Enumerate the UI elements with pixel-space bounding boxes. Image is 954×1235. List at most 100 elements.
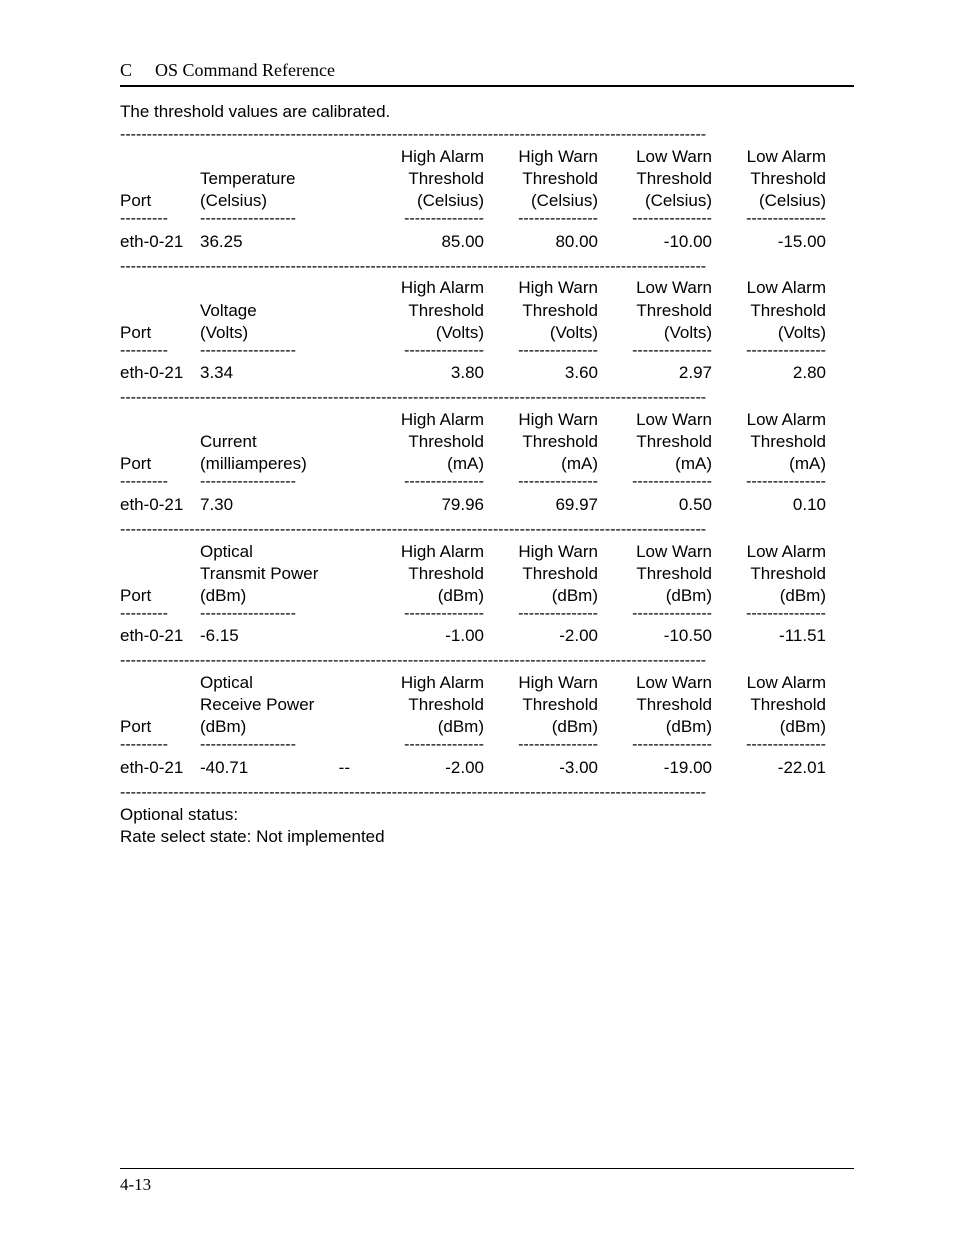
cell-value: -6.15	[200, 626, 239, 645]
dash: ---------	[120, 475, 200, 489]
col-header-low-warn: Low WarnThreshold(mA)	[612, 409, 712, 475]
col-header-measure: Temperature(Celsius)	[200, 168, 370, 212]
dash: ------------------	[200, 212, 370, 226]
col-header-high-warn: High WarnThreshold(Volts)	[498, 277, 598, 343]
cell-high_warn: 80.00	[498, 231, 598, 253]
cell-low_alarm: 2.80	[726, 362, 826, 384]
dash: ---------------	[498, 607, 598, 621]
col-header-low-alarm: Low AlarmThreshold(Volts)	[726, 277, 826, 343]
col-header-low-alarm: Low AlarmThreshold(mA)	[726, 409, 826, 475]
label-port: Port	[120, 323, 151, 342]
cell-value-wrap: -40.71 --	[200, 757, 370, 779]
cell-high_warn: 69.97	[498, 494, 598, 516]
dash: ------------------	[200, 475, 370, 489]
col-header-low-alarm: Low AlarmThreshold(dBm)	[726, 541, 826, 607]
label-port: Port	[120, 191, 151, 210]
footer-line-1: Optional status:	[120, 804, 854, 826]
cell-value: 7.30	[200, 495, 233, 514]
col-header-measure: Voltage(Volts)	[200, 300, 370, 344]
col-header-port: Port	[120, 672, 200, 738]
col-header-high-warn: High WarnThreshold(Celsius)	[498, 146, 598, 212]
col-header-port: Port	[120, 168, 200, 212]
col-header-low-warn: Low WarnThreshold(dBm)	[612, 672, 712, 738]
cell-high_alarm: -1.00	[384, 625, 484, 647]
chapter-title: OS Command Reference	[155, 60, 335, 80]
divider-line: ----------------------------------------…	[120, 125, 854, 146]
col-header-port: Port	[120, 431, 200, 475]
cell-high_warn: -2.00	[498, 625, 598, 647]
dash: ---------------	[498, 475, 598, 489]
cell-low_warn: -19.00	[612, 757, 712, 779]
col-header-high-alarm: High AlarmThreshold(mA)	[384, 409, 484, 475]
cell-value: 3.34	[200, 363, 233, 382]
cell-port: eth-0-21	[120, 231, 200, 253]
cell-value-wrap: 36.25	[200, 231, 370, 253]
footer-line-2: Rate select state: Not implemented	[120, 826, 854, 848]
col-header-high-alarm: High AlarmThreshold(Celsius)	[384, 146, 484, 212]
divider-line: ----------------------------------------…	[120, 651, 854, 672]
col-header-low-warn: Low WarnThreshold(Volts)	[612, 277, 712, 343]
cell-low_warn: 2.97	[612, 362, 712, 384]
dash: ---------------	[612, 738, 712, 752]
table-row: eth-0-217.3079.9669.970.500.10	[120, 490, 854, 520]
dash: ---------------	[612, 212, 712, 226]
dash: ------------------	[200, 738, 370, 752]
cell-low_alarm: -11.51	[726, 625, 826, 647]
col-header-high-warn: High WarnThreshold(dBm)	[498, 672, 598, 738]
cell-low_alarm: 0.10	[726, 494, 826, 516]
cell-high_alarm: 3.80	[384, 362, 484, 384]
dash: ---------	[120, 344, 200, 358]
dash: ---------------	[384, 212, 484, 226]
cell-low_alarm: -22.01	[726, 757, 826, 779]
table-row: eth-0-213.343.803.602.972.80	[120, 358, 854, 388]
cell-value: -40.71	[200, 758, 248, 777]
dash: ---------------	[498, 738, 598, 752]
col-header-high-warn: High WarnThreshold(dBm)	[498, 541, 598, 607]
dash: ---------------	[612, 607, 712, 621]
dash: ---------------	[726, 212, 826, 226]
col-header-high-alarm: High AlarmThreshold(Volts)	[384, 277, 484, 343]
cell-port: eth-0-21	[120, 494, 200, 516]
cell-low_warn: -10.50	[612, 625, 712, 647]
dash: ------------------	[200, 344, 370, 358]
dash: ------------------	[200, 607, 370, 621]
dash: ---------------	[726, 607, 826, 621]
cell-extra: --	[339, 757, 370, 779]
cell-value-wrap: 3.34	[200, 362, 370, 384]
dash: ---------------	[612, 344, 712, 358]
label-port: Port	[120, 454, 151, 473]
col-header-low-alarm: Low AlarmThreshold(Celsius)	[726, 146, 826, 212]
table-row: eth-0-21-6.15-1.00-2.00-10.50-11.51	[120, 621, 854, 651]
dash: ---------------	[726, 344, 826, 358]
dash: ---------------	[612, 475, 712, 489]
cell-value-wrap: -6.15	[200, 625, 370, 647]
dash: ---------	[120, 738, 200, 752]
divider-line: ----------------------------------------…	[120, 388, 854, 409]
dash: ---------------	[726, 475, 826, 489]
cell-low_alarm: -15.00	[726, 231, 826, 253]
cell-value: 36.25	[200, 232, 243, 251]
col-header-high-alarm: High AlarmThreshold(dBm)	[384, 672, 484, 738]
col-header-low-alarm: Low AlarmThreshold(dBm)	[726, 672, 826, 738]
cell-port: eth-0-21	[120, 757, 200, 779]
page-number: 4-13	[120, 1168, 854, 1195]
page-header: C OS Command Reference	[120, 60, 854, 87]
table-row: eth-0-21-40.71---2.00-3.00-19.00-22.01	[120, 753, 854, 783]
col-header-high-alarm: High AlarmThreshold(dBm)	[384, 541, 484, 607]
divider-line: ----------------------------------------…	[120, 257, 854, 278]
cell-high_alarm: 85.00	[384, 231, 484, 253]
label-port: Port	[120, 717, 151, 736]
cell-high_warn: -3.00	[498, 757, 598, 779]
dash: ---------------	[498, 344, 598, 358]
chapter-letter: C	[120, 60, 150, 81]
dash: ---------------	[384, 475, 484, 489]
col-header-measure: Current(milliamperes)	[200, 431, 370, 475]
cell-port: eth-0-21	[120, 362, 200, 384]
col-header-measure: OpticalReceive Power(dBm)	[200, 672, 370, 738]
cell-high_alarm: 79.96	[384, 494, 484, 516]
cell-low_warn: -10.00	[612, 231, 712, 253]
dash: ---------------	[726, 738, 826, 752]
intro-text: The threshold values are calibrated.	[120, 101, 854, 123]
col-header-port: Port	[120, 300, 200, 344]
divider-line: ----------------------------------------…	[120, 520, 854, 541]
